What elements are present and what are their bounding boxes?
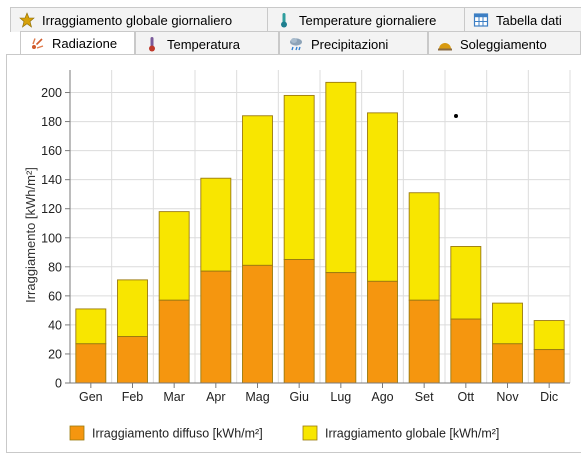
x-tick-label: Feb [122, 390, 144, 404]
bar-globale [200, 177, 232, 272]
tab-soleggiamento[interactable]: Soleggiamento [428, 31, 581, 56]
rain-cloud-icon [290, 38, 302, 51]
bar-diffuso [325, 272, 357, 384]
x-tick-label: Set [415, 390, 434, 404]
x-tick-label: Gen [79, 390, 103, 404]
bar-diffuso [242, 264, 273, 384]
bar-globale [75, 308, 107, 345]
tab-label: Temperature giornaliere [299, 12, 437, 28]
x-tick-label: Dic [540, 390, 558, 404]
star-icon [19, 12, 35, 28]
y-tick-label: 180 [41, 115, 62, 129]
tab-label: Irraggiamento globale giornaliero [42, 12, 233, 28]
y-tick-label: 40 [48, 318, 62, 332]
x-tick-label: Mag [245, 390, 269, 404]
thermometer-icon [281, 13, 287, 28]
bar-diffuso [117, 336, 148, 384]
secondary-tab-row: Irraggiamento globale giornaliero Temper… [0, 7, 581, 32]
bar-diffuso [450, 318, 482, 384]
bar-globale [450, 246, 482, 320]
y-tick-label: 20 [48, 347, 62, 361]
legend-swatch-globale [302, 425, 318, 441]
bar-diffuso [75, 343, 107, 384]
main-tab-row: Radiazione Temperatura Precipitazioni So… [0, 31, 581, 56]
bar-series [75, 81, 565, 384]
bar-globale [492, 302, 523, 345]
bar-diffuso [283, 259, 315, 384]
x-tick-label: Apr [206, 390, 225, 404]
y-tick-label: 0 [55, 377, 62, 391]
bar-globale [408, 192, 440, 301]
thermometer-icon [149, 37, 155, 52]
tab-irraggiamento-globale-giornaliero[interactable]: Irraggiamento globale giornaliero [10, 7, 268, 32]
tab-radiazione[interactable]: Radiazione [20, 31, 135, 55]
y-tick-label: 160 [41, 144, 62, 158]
y-tick-label: 100 [41, 231, 62, 245]
sun-icon [438, 43, 452, 51]
legend-label-diffuso: Irraggiamento diffuso [kWh/m²] [92, 427, 263, 441]
radiation-icon [32, 37, 44, 49]
tab-label: Radiazione [52, 36, 118, 51]
bar-diffuso [158, 299, 190, 384]
x-tick-label: Ott [457, 390, 474, 404]
bar-globale [117, 279, 148, 337]
tab-label: Soleggiamento [460, 36, 547, 52]
bar-globale [283, 94, 315, 260]
tab-label: Precipitazioni [311, 36, 389, 52]
legend-label-globale: Irraggiamento globale [kWh/m²] [325, 427, 499, 441]
x-tick-label: Lug [330, 390, 351, 404]
x-tick-label: Ago [371, 390, 393, 404]
x-tick-label: Nov [496, 390, 519, 404]
bar-globale [158, 211, 190, 301]
legend: Irraggiamento diffuso [kWh/m²] Irraggiam… [69, 425, 499, 441]
bar-diffuso [367, 280, 398, 384]
bar-diffuso [200, 270, 232, 384]
y-axis-label: Irraggiamento [kWh/m²] [23, 167, 38, 303]
y-tick-label: 200 [41, 86, 62, 100]
bar-globale [367, 112, 398, 282]
x-tick-label: Giu [289, 390, 309, 404]
tab-label: Tabella dati [496, 12, 562, 28]
bar-globale [533, 320, 565, 351]
y-tick-label: 120 [41, 202, 62, 216]
bar-globale [242, 115, 273, 266]
tab-temperatura[interactable]: Temperatura [135, 31, 279, 56]
legend-swatch-diffuso [69, 425, 85, 441]
tab-tabella-dati[interactable]: Tabella dati [464, 7, 581, 32]
y-tick-label: 60 [48, 289, 62, 303]
bar-diffuso [492, 343, 523, 384]
cursor-dot [454, 114, 458, 118]
bar-diffuso [408, 299, 440, 384]
axes: 0 20 40 60 80 100 120 140 160 180 200 Gen Feb Mar Apr M… [41, 70, 570, 404]
tab-label: Temperatura [167, 36, 240, 52]
tab-precipitazioni[interactable]: Precipitazioni [279, 31, 428, 56]
x-tick-label: Mar [163, 390, 185, 404]
bar-globale [325, 81, 357, 274]
table-icon [473, 13, 489, 27]
y-tick-label: 140 [41, 173, 62, 187]
y-tick-label: 80 [48, 260, 62, 274]
bar-diffuso [533, 349, 565, 384]
